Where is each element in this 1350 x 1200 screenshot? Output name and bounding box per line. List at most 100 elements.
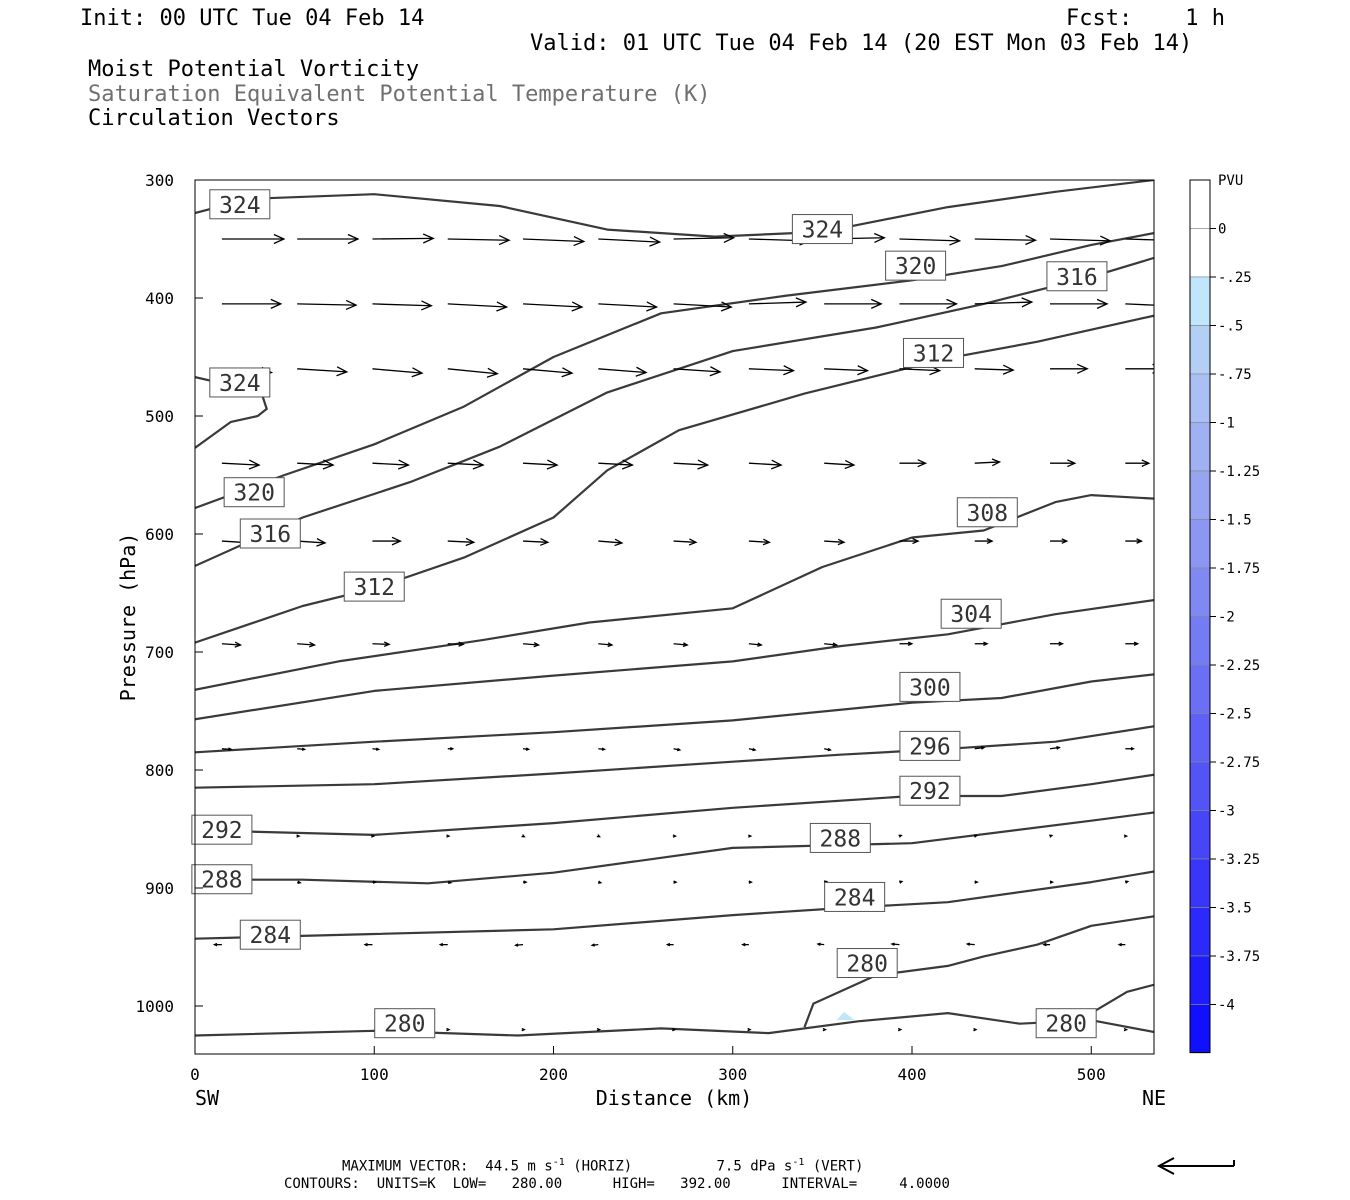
circulation-vector bbox=[897, 1027, 903, 1032]
y-tick-label: 900 bbox=[145, 879, 174, 898]
y-tick-label: 800 bbox=[145, 761, 174, 780]
circulation-vector bbox=[1050, 363, 1089, 374]
circulation-vector bbox=[824, 298, 883, 309]
circulation-vector bbox=[1049, 746, 1061, 750]
y-tick-label: 400 bbox=[145, 289, 174, 308]
svg-text:312: 312 bbox=[353, 575, 395, 601]
svg-text:280: 280 bbox=[846, 952, 888, 978]
circulation-vector bbox=[596, 834, 601, 838]
contour-label: 292 bbox=[899, 775, 961, 806]
circulation-vector bbox=[974, 641, 989, 647]
circulation-vector bbox=[522, 459, 559, 470]
circulation-vector bbox=[521, 834, 526, 838]
contour-label: 280 bbox=[836, 948, 898, 979]
contour-label: 324 bbox=[791, 214, 853, 245]
circulation-vector bbox=[974, 234, 1038, 246]
colorbar-label: -1 bbox=[1218, 416, 1235, 432]
circulation-vector bbox=[665, 942, 674, 947]
colorbar-segment bbox=[1189, 228, 1211, 278]
circulation-vector bbox=[297, 366, 349, 377]
circulation-vector bbox=[438, 942, 448, 947]
colorbar-segment bbox=[1189, 519, 1211, 569]
svg-text:316: 316 bbox=[1056, 265, 1098, 291]
circulation-vector bbox=[965, 942, 975, 946]
circulation-vector bbox=[1042, 942, 1051, 947]
circulation-vector bbox=[973, 834, 979, 838]
colorbar-segment bbox=[1189, 276, 1211, 326]
svg-text:320: 320 bbox=[233, 481, 275, 507]
contour-label: 312 bbox=[343, 571, 405, 602]
colorbar-segment bbox=[1189, 907, 1211, 957]
circulation-vector bbox=[974, 538, 994, 545]
y-tick-label: 600 bbox=[145, 525, 174, 544]
colorbar-label: -.25 bbox=[1218, 270, 1252, 286]
isentrope-316 bbox=[195, 256, 1154, 567]
circulation-vector bbox=[372, 641, 391, 648]
circulation-vector bbox=[597, 880, 603, 884]
circulation-vector bbox=[899, 641, 914, 647]
colorbar-segment bbox=[1189, 616, 1211, 666]
y-axis-title: Pressure (hPa) bbox=[116, 533, 140, 702]
circulation-vector bbox=[673, 301, 733, 312]
circulation-vector bbox=[447, 880, 453, 884]
init-time: Init: 00 UTC Tue 04 Feb 14 bbox=[80, 6, 425, 31]
isentrope-320 bbox=[195, 232, 1154, 510]
pv-negative-patch bbox=[836, 1011, 855, 1021]
circulation-vector bbox=[1124, 880, 1130, 884]
svg-text:296: 296 bbox=[909, 734, 951, 760]
contour-label: 308 bbox=[956, 497, 1018, 528]
x-tick-label: 400 bbox=[898, 1065, 927, 1084]
svg-text:308: 308 bbox=[967, 501, 1009, 527]
circulation-vector bbox=[522, 301, 584, 312]
isentrope-312 bbox=[195, 314, 1154, 644]
contour-label: 292 bbox=[191, 814, 253, 845]
circulation-vector bbox=[598, 538, 624, 547]
circulation-vector bbox=[372, 536, 402, 546]
circulation-vector bbox=[514, 943, 524, 947]
ne-label: NE bbox=[1142, 1086, 1166, 1110]
circulation-vector bbox=[1050, 538, 1069, 544]
colorbar-label: -.75 bbox=[1218, 367, 1252, 383]
svg-text:280: 280 bbox=[1045, 1012, 1087, 1038]
pv-shading bbox=[836, 1011, 855, 1021]
footer-max-vector: MAXIMUM VECTOR: 44.5 m s-1 (HORIZ) 7.5 d… bbox=[342, 1157, 864, 1175]
circulation-vector bbox=[446, 834, 451, 838]
svg-text:324: 324 bbox=[219, 371, 261, 397]
contour-label: 288 bbox=[191, 864, 253, 895]
isentrope-304 bbox=[195, 599, 1154, 721]
circulation-vector bbox=[673, 459, 710, 470]
circulation-vector bbox=[748, 747, 757, 752]
circulation-vector bbox=[446, 1027, 451, 1032]
circulation-vectors bbox=[212, 232, 1154, 1032]
svg-text:288: 288 bbox=[201, 868, 243, 894]
circulation-vector bbox=[748, 538, 771, 546]
sw-label: SW bbox=[195, 1086, 220, 1110]
circulation-vector bbox=[521, 1027, 526, 1032]
isentrope-300 bbox=[195, 673, 1154, 754]
svg-text:284: 284 bbox=[250, 923, 292, 949]
circulation-vector bbox=[447, 234, 511, 246]
circulation-vector bbox=[598, 236, 662, 247]
circulation-vector bbox=[1117, 942, 1126, 947]
svg-text:324: 324 bbox=[219, 193, 261, 219]
circulation-vector bbox=[363, 942, 373, 947]
circulation-vector bbox=[522, 367, 574, 378]
isentrope-280 bbox=[195, 1012, 1154, 1037]
contour-label: 280 bbox=[374, 1008, 436, 1039]
circulation-vector bbox=[974, 746, 986, 750]
isentrope-contours bbox=[195, 180, 1154, 1037]
circulation-vector bbox=[673, 642, 689, 648]
colorbar-segment bbox=[1189, 567, 1211, 617]
svg-text:300: 300 bbox=[909, 675, 951, 701]
circulation-vector bbox=[447, 641, 465, 647]
svg-text:304: 304 bbox=[950, 602, 992, 628]
contour-label: 300 bbox=[899, 671, 961, 702]
svg-text:320: 320 bbox=[895, 254, 937, 280]
contour-label: 320 bbox=[885, 250, 947, 281]
colorbar-label: -2 bbox=[1218, 610, 1235, 626]
circulation-vector bbox=[748, 297, 808, 308]
circulation-vector bbox=[741, 942, 749, 947]
circulation-vector bbox=[590, 943, 599, 947]
colorbar-segment bbox=[1189, 179, 1211, 229]
circulation-vector bbox=[447, 747, 455, 751]
